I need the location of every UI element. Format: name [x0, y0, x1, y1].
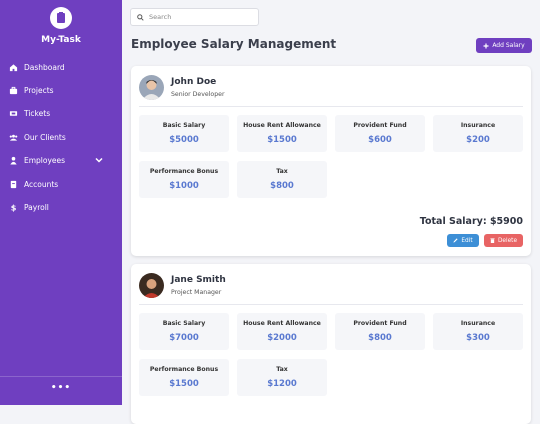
- nav-icon: [9, 63, 18, 71]
- salary-item-label: House Rent Allowance: [243, 320, 321, 327]
- search-box[interactable]: Search: [130, 8, 259, 26]
- employee-name: John Doe: [171, 77, 217, 87]
- nav-label: Accounts: [24, 179, 59, 189]
- employee-role: Project Manager: [171, 289, 222, 296]
- divider: [139, 304, 523, 305]
- brand: My-Task: [41, 35, 81, 45]
- nav-label: Payroll: [24, 202, 49, 212]
- salary-item-label: Basic Salary: [162, 122, 206, 129]
- salary-item-label: Performance Bonus: [149, 168, 219, 175]
- nav-label: Our Clients: [24, 132, 66, 142]
- nav-item[interactable]: Dashboard: [0, 58, 122, 76]
- salary-item-value: $7000: [169, 333, 199, 343]
- salary-item-label: Insurance: [460, 320, 496, 327]
- page-title: Employee Salary Management: [131, 37, 337, 51]
- salary-item-value: $2000: [267, 333, 297, 343]
- salary-item-label: Insurance: [460, 122, 496, 129]
- button-label: Delete: [497, 237, 518, 244]
- salary-item-value: $1500: [169, 379, 199, 389]
- salary-item: Tax $800: [237, 161, 327, 198]
- salary-item-value: $1200: [267, 379, 297, 389]
- avatar: [139, 75, 164, 100]
- salary-item: Basic Salary $5000: [139, 115, 229, 152]
- nav-label: Tickets: [24, 109, 51, 119]
- logo: [50, 7, 72, 29]
- salary-item-value: $200: [466, 135, 490, 145]
- avatar: [139, 273, 164, 298]
- add-salary-button[interactable]: Add Salary: [476, 38, 532, 53]
- nav-item[interactable]: Accounts: [0, 175, 122, 193]
- salary-item: Performance Bonus $1500: [139, 359, 229, 396]
- total-salary: Total Salary: $5900: [420, 216, 523, 227]
- salary-item: House Rent Allowance $2000: [237, 313, 327, 350]
- nav-label: Dashboard: [24, 62, 65, 72]
- nav-icon: [9, 86, 18, 94]
- nav-label: Projects: [24, 85, 54, 95]
- nav-icon: [10, 156, 17, 165]
- employee-role: Senior Developer: [171, 91, 225, 98]
- salary-item-label: Tax: [276, 168, 288, 175]
- svg-text:$: $: [11, 203, 17, 212]
- nav-item[interactable]: $ Payroll: [0, 198, 122, 216]
- salary-item-label: Provident Fund: [353, 122, 407, 129]
- nav-item[interactable]: Employees: [0, 152, 122, 170]
- salary-item-label: Provident Fund: [353, 320, 407, 327]
- employee-card: John Doe Senior Developer Basic Salary $500…: [131, 66, 531, 256]
- salary-item: Basic Salary $7000: [139, 313, 229, 350]
- salary-item-value: $800: [270, 181, 294, 191]
- search-placeholder: Search: [149, 13, 172, 21]
- edit-button[interactable]: Edit: [447, 234, 479, 247]
- nav-item[interactable]: Our Clients: [0, 128, 122, 146]
- total-value: $5900: [489, 216, 523, 227]
- salary-item: Provident Fund $600: [335, 115, 425, 152]
- employee-card: Jane Smith Project Manager Basic Salary $70…: [131, 264, 531, 424]
- button-label: Add Salary: [492, 42, 525, 49]
- chevron-icon: [86, 156, 109, 166]
- nav-icon: [10, 180, 17, 188]
- salary-item: Provident Fund $800: [335, 313, 425, 350]
- salary-item-value: $5000: [169, 135, 199, 145]
- nav-label: Employees: [24, 156, 66, 166]
- salary-item: Performance Bonus $1000: [139, 161, 229, 198]
- salary-item-value: $800: [368, 333, 392, 343]
- salary-item-value: $1500: [267, 135, 297, 145]
- nav-icon: $: [11, 203, 17, 212]
- salary-item-label: Tax: [276, 366, 288, 373]
- delete-button[interactable]: Delete: [484, 234, 523, 247]
- button-label: Edit: [461, 237, 473, 244]
- salary-item-label: Basic Salary: [162, 320, 206, 327]
- salary-item: Insurance $200: [433, 115, 523, 152]
- nav-icon: [9, 111, 18, 117]
- sidebar: My-Task ••• Dashboard Projects Tickets Our …: [0, 0, 122, 405]
- divider: [0, 376, 122, 377]
- divider: [139, 106, 523, 107]
- nav-item[interactable]: Projects: [0, 81, 122, 99]
- salary-item-label: Performance Bonus: [149, 366, 219, 373]
- salary-item: Tax $1200: [237, 359, 327, 396]
- more-button[interactable]: •••: [50, 383, 72, 393]
- salary-item-label: House Rent Allowance: [243, 122, 321, 129]
- salary-item: House Rent Allowance $1500: [237, 115, 327, 152]
- salary-item-value: $600: [368, 135, 392, 145]
- nav-item[interactable]: Tickets: [0, 105, 122, 123]
- nav-icon: [9, 134, 18, 141]
- salary-item-value: $1000: [169, 181, 199, 191]
- salary-item-value: $300: [466, 333, 490, 343]
- salary-item: Insurance $300: [433, 313, 523, 350]
- total-label: Total Salary:: [419, 216, 487, 227]
- employee-name: Jane Smith: [171, 275, 226, 285]
